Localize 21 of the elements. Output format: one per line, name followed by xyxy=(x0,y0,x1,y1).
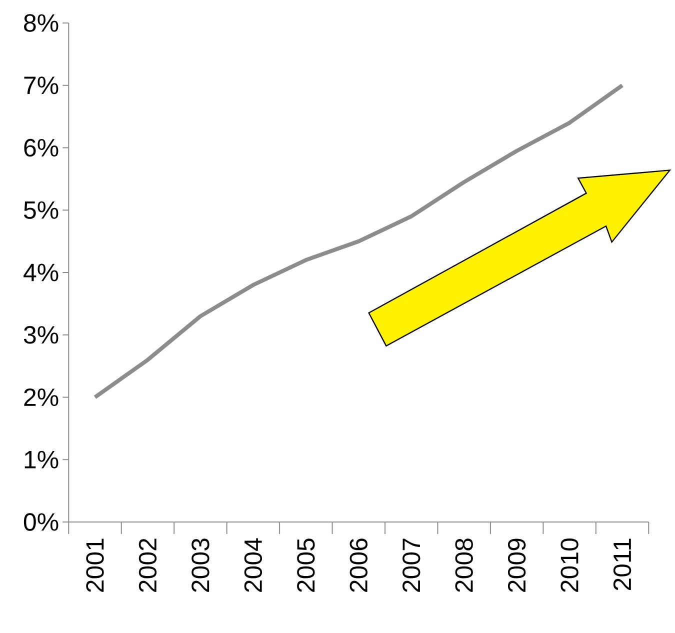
x-tick-label: 2010 xyxy=(560,538,578,592)
line-series xyxy=(93,83,624,400)
x-tick-label: 2008 xyxy=(455,538,473,592)
x-tick-label: 2002 xyxy=(138,538,157,592)
y-tick-label: 8% xyxy=(24,14,58,32)
y-tick-label: 5% xyxy=(24,201,58,219)
x-tick-label: 2005 xyxy=(297,538,315,592)
y-tick-label: 1% xyxy=(24,450,58,468)
x-tick-label: 2007 xyxy=(402,538,420,592)
y-tick-label: 7% xyxy=(24,76,58,94)
x-tick-label: 2004 xyxy=(244,538,262,592)
x-tick-label: 2011 xyxy=(613,538,632,590)
y-tick-label: 0% xyxy=(24,513,58,531)
y-tick-label: 2% xyxy=(24,388,58,406)
y-tick-label: 6% xyxy=(24,138,58,157)
x-tick-label: 2006 xyxy=(350,538,368,592)
y-tick-label: 3% xyxy=(24,326,58,344)
y-tick-label: 4% xyxy=(24,264,58,282)
x-tick-label: 2009 xyxy=(508,538,526,592)
x-tick-label: 2001 xyxy=(86,538,104,592)
x-tick-label: 2003 xyxy=(192,538,210,592)
